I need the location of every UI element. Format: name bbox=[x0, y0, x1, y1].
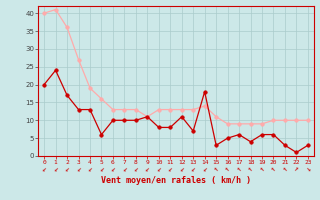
Text: →: → bbox=[144, 165, 151, 172]
Text: →: → bbox=[87, 165, 93, 172]
Text: →: → bbox=[213, 165, 220, 172]
Text: →: → bbox=[259, 165, 265, 172]
Text: →: → bbox=[236, 165, 243, 172]
Text: →: → bbox=[201, 165, 208, 172]
Text: →: → bbox=[293, 165, 300, 172]
Text: →: → bbox=[247, 165, 254, 172]
Text: →: → bbox=[167, 165, 174, 172]
Text: →: → bbox=[109, 165, 116, 172]
Text: →: → bbox=[270, 165, 277, 172]
Text: →: → bbox=[132, 165, 139, 172]
Text: →: → bbox=[178, 165, 185, 172]
Text: →: → bbox=[75, 165, 82, 172]
Text: →: → bbox=[190, 165, 196, 172]
Text: →: → bbox=[156, 165, 162, 172]
Text: →: → bbox=[121, 165, 128, 172]
Text: →: → bbox=[64, 165, 70, 172]
Text: →: → bbox=[52, 165, 59, 172]
X-axis label: Vent moyen/en rafales ( km/h ): Vent moyen/en rafales ( km/h ) bbox=[101, 176, 251, 185]
Text: →: → bbox=[98, 165, 105, 172]
Text: →: → bbox=[224, 165, 231, 172]
Text: →: → bbox=[304, 165, 311, 172]
Text: →: → bbox=[282, 165, 288, 172]
Text: →: → bbox=[41, 165, 48, 172]
